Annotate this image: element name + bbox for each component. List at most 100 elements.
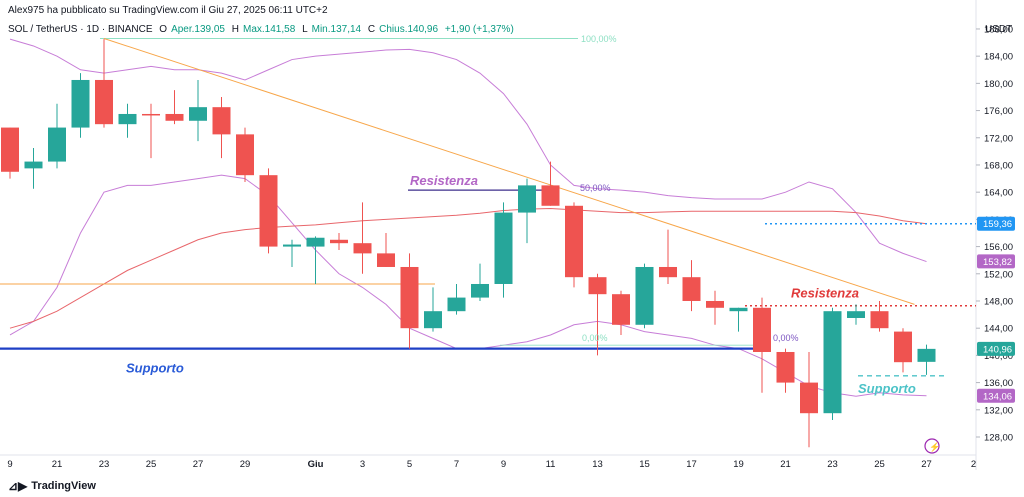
x-tick-label: Giu [308,459,324,470]
candle [424,287,442,332]
candle [283,239,301,267]
y-tick-label: 156,00 [984,242,1013,253]
candle [95,39,113,128]
candle-body [236,134,254,176]
lightning-glyph: ⚡ [929,441,940,453]
x-tick-label: 19 [733,459,744,470]
candle [565,202,583,288]
resistance-label-1: Resistenza [410,173,478,188]
x-tick-label: 25 [874,459,885,470]
candle-body [471,283,489,298]
currency-label: USDT [985,24,1013,35]
candle [518,178,536,244]
price-badge-bg [977,254,1015,269]
candle-body [447,297,466,312]
candle-body [894,331,912,363]
x-tick-label: 5 [407,459,412,470]
candle [729,307,748,332]
candle-body [870,311,889,329]
candle-body [612,294,630,325]
y-tick-label: 152,00 [984,269,1013,280]
candle [800,351,818,448]
resistance-label-2: Resistenza [791,286,859,301]
y-tick-label: 144,00 [984,324,1013,335]
fib-50-label: 50,00% [580,183,611,193]
fib-0-label-b: 0,00% [773,333,799,343]
candle-body [541,185,560,206]
y-tick-label: 184,00 [984,52,1013,63]
price-axis-badge: 134,06 [977,388,1015,403]
candle-body [1,127,19,172]
candle-body [377,253,395,267]
candle [917,344,936,375]
candle [682,260,701,312]
price-axis-badge: 159,36 [977,216,1015,231]
support-label-1: Supporto [126,361,184,376]
candle [870,300,889,332]
x-tick-label: 23 [827,459,838,470]
candle-body [518,185,536,213]
candle-body [659,266,677,278]
ohlc-low-value: Min.137,14 [311,24,362,35]
candle [471,263,489,301]
y-tick-label: 180,00 [984,79,1013,90]
candle [612,290,630,335]
publisher-line: Alex975 ha pubblicato su TradingView.com… [8,5,328,16]
candle [212,96,231,159]
y-tick-label: 140,00 [984,351,1013,362]
tradingview-logo-icon: ⊿▶ [8,479,28,493]
candle-body [706,300,724,308]
candle-body [588,277,607,295]
candle-body [165,113,184,121]
candle [494,202,513,298]
candle-body [729,307,748,312]
x-tick-label: 9 [7,459,12,470]
y-tick-label: 188,00 [984,24,1013,35]
x-tick-label: 15 [639,459,650,470]
ohlc-low-label: L [302,24,308,35]
candle-body [118,113,137,125]
candle-body [565,205,583,278]
price-badge-text: 140,96 [983,344,1012,355]
lightning-circle [924,438,940,454]
candle [377,232,395,267]
candle-body [424,311,442,329]
bollinger-upper-line [9,38,927,263]
price-badge-bg [977,216,1015,231]
y-tick-label: 164,00 [984,188,1013,199]
symbol-label[interactable]: SOL / TetherUS · 1D · BINANCE [8,24,153,35]
tradingview-brand[interactable]: ⊿▶ TradingView [8,479,96,493]
x-tick-label: 9 [501,459,506,470]
candle [823,307,842,420]
price-badge-text: 134,06 [983,391,1012,402]
candle-body [400,266,419,329]
x-tick-label: 21 [780,459,791,470]
price-badge-text: 159,36 [983,219,1012,230]
candle [847,304,865,325]
candle-body [776,351,795,383]
candle [259,168,278,254]
x-tick-label: 13 [592,459,603,470]
candle-body [917,348,936,362]
x-tick-label: 23 [99,459,110,470]
y-tick-label: 136,00 [984,378,1013,389]
price-badge-bg [977,388,1015,403]
ohlc-close-label: C [367,24,376,35]
x-tick-label: 2 [971,459,976,470]
x-tick-label: 7 [454,459,459,470]
moving-average-line [9,207,927,329]
candle-body [283,244,301,247]
candle-body [189,107,207,121]
candle [659,229,677,284]
candle [706,290,724,325]
price-badge-text: 153,82 [983,257,1012,268]
candle [541,161,560,206]
candle [330,232,348,250]
x-tick-label: 21 [52,459,63,470]
candle [236,127,254,182]
candle [189,79,207,142]
y-tick-label: 148,00 [984,296,1013,307]
candle [753,297,771,393]
candle [142,103,160,159]
candle-body [753,307,771,352]
